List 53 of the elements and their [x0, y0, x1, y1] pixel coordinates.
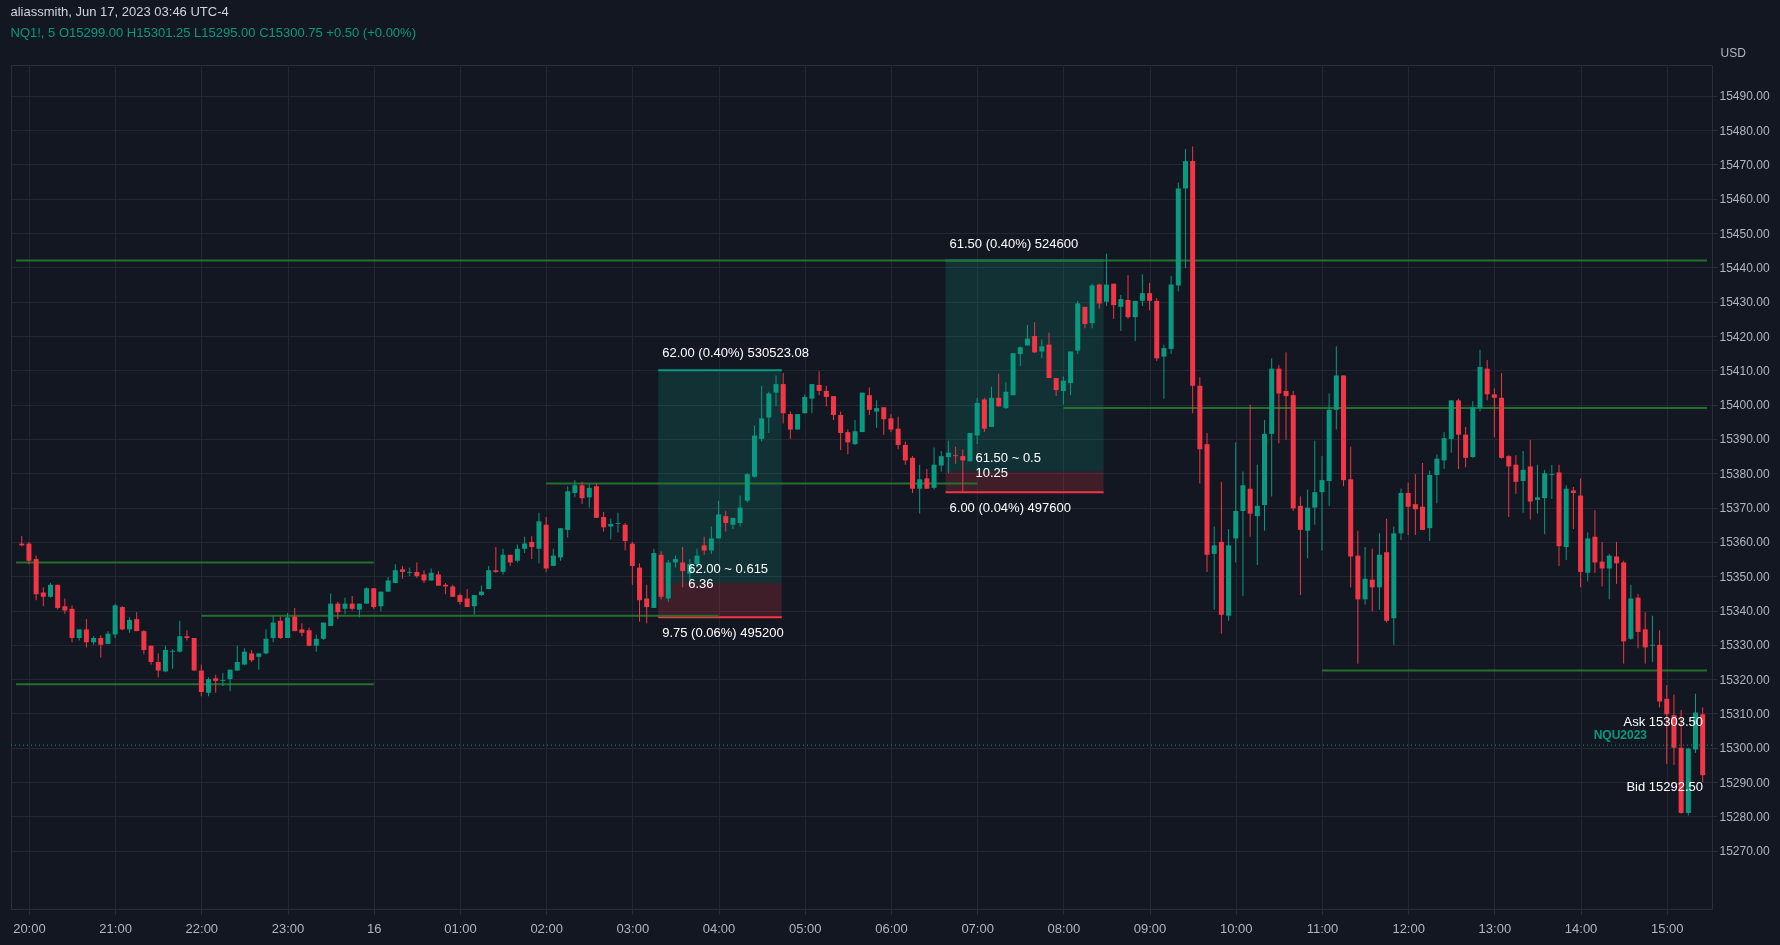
- annotation: 61.50 (0.40%) 524600: [949, 235, 1079, 251]
- y-tick-label: 15470.00: [1719, 158, 1770, 172]
- chart-subtitle: NQ1!, 5 O15299.00 H15301.25 L15295.00 C15300.75 +0.50 (+0.00%): [10, 25, 416, 40]
- annotation: 9.75 (0.06%) 495200: [662, 625, 784, 641]
- y-tick-label: 15290.00: [1719, 775, 1770, 790]
- y-tick-label: 15490.00: [1719, 89, 1770, 104]
- annotation: 62.00 ~ 0.615 6.36: [688, 561, 769, 592]
- y-tick-label: 15420.00: [1719, 329, 1770, 344]
- y-tick-label: 15370.00: [1719, 501, 1770, 516]
- x-tick-label: 13:00: [1478, 920, 1512, 936]
- y-tick-label: 15340.00: [1719, 604, 1770, 619]
- y-tick-label: 15320.00: [1719, 672, 1770, 687]
- x-tick-label: 06:00: [875, 920, 908, 936]
- x-tick-label: 09:00: [1133, 920, 1167, 936]
- annotation: 61.50 ~ 0.5 10.25: [975, 449, 1041, 480]
- annotation: 6.00 (0.04%) 497600: [949, 500, 1071, 516]
- x-tick-label: 05:00: [788, 920, 822, 936]
- y-tick-label: 15400.00: [1719, 398, 1770, 413]
- y-tick-label: 15310.00: [1719, 706, 1770, 721]
- y-tick-label: 15430.00: [1719, 295, 1770, 310]
- ref-line-label: NQU2023: [1593, 728, 1648, 743]
- y-tick-label: 15450.00: [1719, 226, 1770, 241]
- x-tick-label: 01:00: [444, 920, 477, 936]
- x-tick-label: 15:00: [1651, 920, 1684, 936]
- y-tick-label: 15280.00: [1719, 809, 1770, 824]
- x-tick-label: 12:00: [1392, 920, 1425, 936]
- x-tick-label: 07:00: [961, 920, 994, 936]
- y-tick-label: 15300.00: [1719, 741, 1770, 756]
- x-tick-label: 16: [367, 920, 382, 936]
- x-tick-label: 04:00: [702, 920, 736, 936]
- annotation: 62.00 (0.40%) 530523.08: [662, 345, 809, 361]
- x-tick-label: 23:00: [271, 920, 305, 936]
- x-tick-label: 11:00: [1306, 920, 1339, 936]
- chart-title: aliassmith, Jun 17, 2023 03:46 UTC-4: [10, 4, 229, 19]
- y-tick-label: 15350.00: [1719, 569, 1770, 584]
- y-tick-label: 15270.00: [1719, 844, 1770, 859]
- y-tick-label: 15380.00: [1719, 466, 1770, 481]
- x-tick-label: 02:00: [530, 920, 563, 936]
- y-tick-label: 15480.00: [1719, 123, 1770, 138]
- x-tick-label: 14:00: [1564, 920, 1598, 936]
- y-tick-label: 15390.00: [1719, 432, 1770, 447]
- y-tick-label: 15460.00: [1719, 192, 1770, 207]
- y-axis-title: USD: [1720, 45, 1747, 60]
- y-tick-label: 15410.00: [1719, 363, 1770, 378]
- x-tick-label: 03:00: [616, 920, 650, 936]
- y-tick-label: 15330.00: [1719, 638, 1770, 653]
- x-tick-label: 21:00: [99, 920, 132, 936]
- x-tick-label: 08:00: [1047, 920, 1081, 936]
- x-tick-label: 10:00: [1219, 920, 1253, 936]
- x-tick-label: 22:00: [185, 920, 219, 936]
- y-tick-label: 15360.00: [1719, 535, 1770, 550]
- x-tick-label: 20:00: [13, 920, 46, 936]
- y-tick-label: 15440.00: [1719, 260, 1770, 275]
